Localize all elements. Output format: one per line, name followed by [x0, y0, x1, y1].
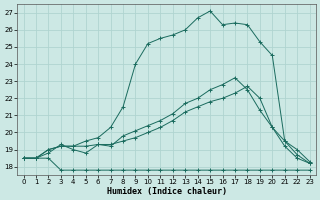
- X-axis label: Humidex (Indice chaleur): Humidex (Indice chaleur): [107, 187, 227, 196]
